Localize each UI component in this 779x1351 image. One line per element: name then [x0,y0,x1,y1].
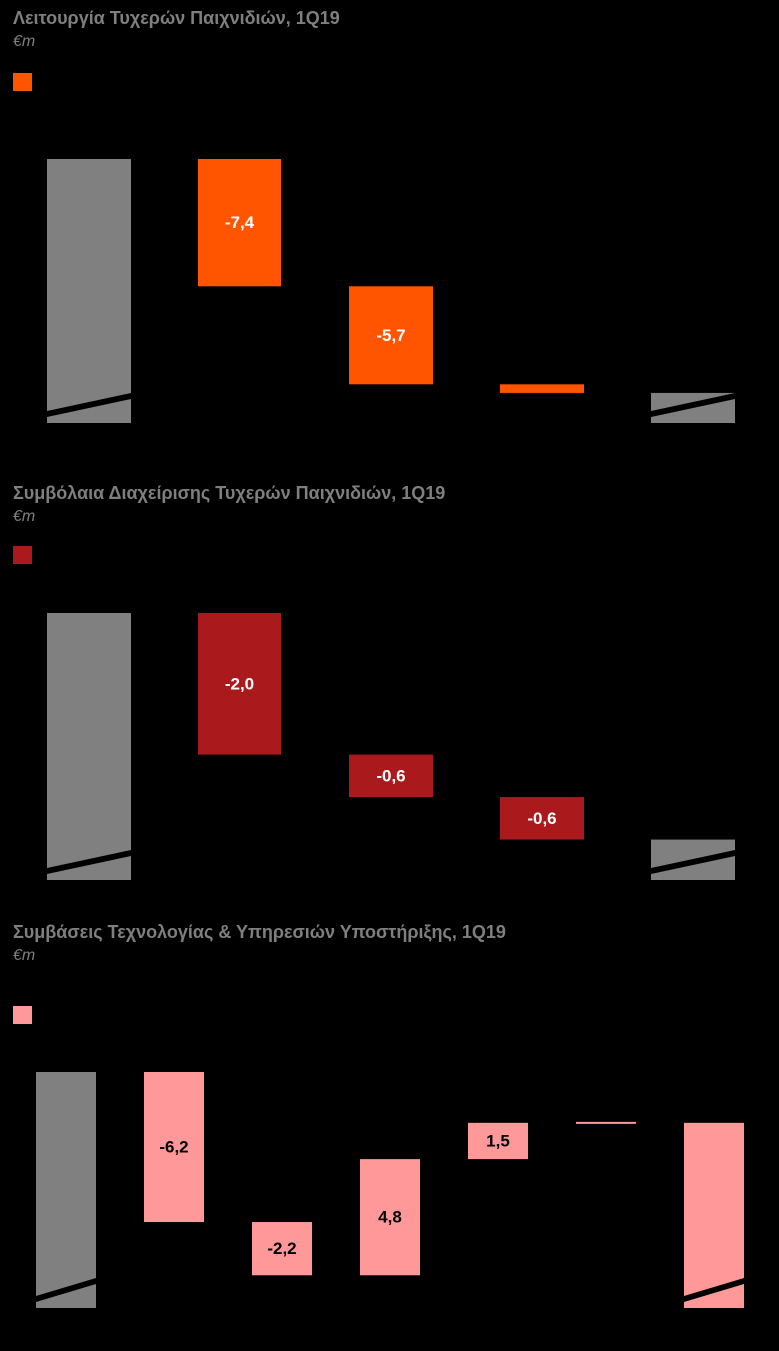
total-bar [47,159,131,423]
delta-bar [144,1072,204,1223]
chart-title: Λειτουργία Τυχερών Παιχνιδιών, 1Q19 [13,8,340,28]
waterfall-chart-technology-support-contracts: -6,2 -2,2 4,8 1,5 [36,1072,744,1308]
chart-unit: €m [13,947,36,964]
axis-break-mark [36,1278,96,1302]
data-label: -0,6 [527,809,556,828]
delta-bar [198,159,281,287]
chart-panel-gaming-operations: Λειτουργία Τυχερών Παιχνιδιών, 1Q19 €m -… [0,0,779,470]
delta-bar [252,1222,312,1276]
data-label: -5,7 [376,326,405,345]
chart-panel-technology-support-contracts: Συμβάσεις Τεχνολογίας & Υπηρεσιών Υποστή… [0,910,779,1351]
total-bar [47,613,131,880]
delta-bar [500,797,584,840]
waterfall-chart-gaming-management-contracts: -2,0 -0,6 -0,6 [47,613,735,880]
chart-unit: €m [13,508,36,525]
delta-bar [468,1122,528,1160]
delta-bar [198,613,281,755]
legend-swatch [13,546,32,564]
data-label: -0,6 [376,766,405,785]
total-bar [36,1072,96,1308]
delta-bar [360,1159,420,1276]
chart-unit: €m [13,33,36,50]
data-label: -7,4 [225,213,255,232]
data-label: -6,2 [159,1138,188,1157]
axis-break-mark [47,850,131,874]
waterfall-chart-gaming-operations: -7,4 -5,7 [47,159,735,423]
delta-bar [500,384,584,393]
chart-panel-gaming-management-contracts: Συμβόλαια Διαχείρισης Τυχερών Παιχνιδιών… [0,470,779,910]
delta-bar [349,286,433,385]
delta-bar [349,754,433,798]
data-label: -2,2 [267,1239,296,1258]
data-label: 1,5 [486,1131,510,1150]
axis-break-mark [651,393,735,417]
legend-swatch [13,1006,32,1024]
legend-swatch [13,73,32,91]
total-bar [684,1122,744,1308]
data-label: 4,8 [378,1208,402,1227]
axis-break-mark [651,850,735,874]
chart-title: Συμβόλαια Διαχείρισης Τυχερών Παιχνιδιών… [13,483,446,503]
chart-title: Συμβάσεις Τεχνολογίας & Υπηρεσιών Υποστή… [13,922,506,942]
data-label: -2,0 [225,674,254,693]
axis-break-mark [684,1278,744,1302]
axis-break-mark [47,393,131,417]
